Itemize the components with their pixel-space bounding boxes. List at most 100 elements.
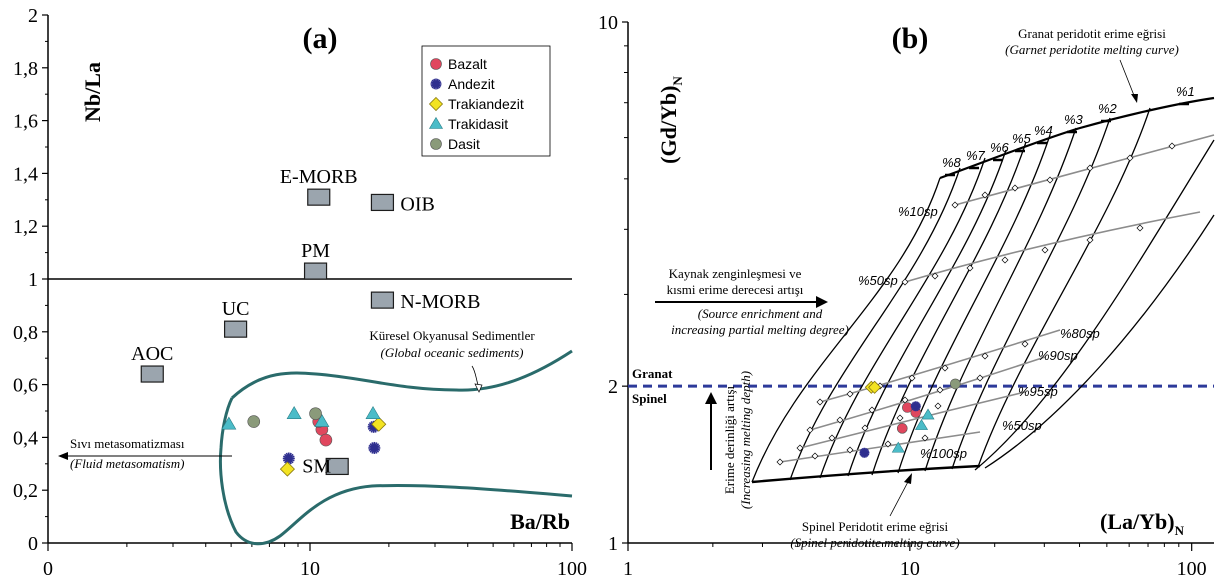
a-ref-label-pm: PM — [301, 240, 330, 262]
a-legend-marker-bazalt — [430, 58, 442, 70]
a-ref-label-oib: OIB — [400, 193, 434, 215]
b-melting-fan-line — [789, 167, 961, 481]
b-mixing-label: %95sp — [1018, 384, 1058, 399]
b-grid-node — [1126, 154, 1134, 162]
b-boundary-lower-label: Spinel — [632, 391, 667, 406]
b-garnet-pct-label: %1 — [1176, 84, 1195, 99]
b-garnet-pct-label: %3 — [1064, 112, 1084, 127]
b-grid-node — [816, 398, 824, 406]
b-garnet-pct-label: %6 — [990, 140, 1010, 155]
a-point-dasit — [309, 407, 322, 420]
b-depth-label-en: (Increasing melting depth) — [738, 371, 753, 509]
a-x-axis-label: Ba/Rb — [510, 509, 570, 534]
b-garnet-pct-label: %5 — [1012, 131, 1032, 146]
b-spinel-pointer — [889, 477, 911, 517]
b-point-andezit-ray — [859, 450, 870, 456]
b-melting-fan-line — [819, 157, 986, 479]
a-point-trakidasit — [221, 416, 237, 430]
b-grid-node — [861, 424, 869, 432]
b-garnet-melting-curve — [939, 96, 1215, 180]
a-legend-marker-dasit-shape — [430, 138, 442, 150]
a-ref-label-sm: SM — [302, 455, 331, 477]
b-grid-node — [981, 352, 989, 360]
b-point-trakiandezit — [868, 380, 882, 394]
b-melting-outer-curve-2 — [974, 139, 1215, 471]
a-point-trakidasit-shape — [314, 413, 330, 427]
b-grid-node — [1136, 224, 1144, 232]
a-legend-marker-trakiandezit-shape — [428, 96, 444, 112]
b-x-axis-label: (La/Yb)N — [1100, 509, 1185, 538]
a-point-trakiandezit — [279, 461, 295, 477]
a-legend-marker-andezit-ray — [430, 81, 442, 87]
b-grid-node — [1041, 246, 1049, 254]
b-garnet-pct-label: %2 — [1098, 101, 1118, 116]
b-point-trakidasit-shape — [914, 419, 929, 430]
b-melting-fan-line — [951, 117, 1111, 470]
b-mixing-label: %10sp — [898, 204, 938, 219]
b-garnet-pct-label: %4 — [1034, 123, 1053, 138]
b-source-label-en-2: increasing partial melting degree) — [671, 322, 849, 337]
b-spinel-melting-curve — [751, 464, 981, 484]
b-melting-fan-line — [751, 177, 941, 483]
a-y-tick-label: 0,6 — [13, 375, 38, 397]
b-point-trakidasit-shape — [891, 441, 905, 453]
b-garnet-pct-label: %7 — [966, 148, 986, 163]
b-grid-node — [884, 440, 892, 448]
a-fluid-label: Sıvı metasomatizması — [70, 436, 185, 451]
b-depth-label: Erime derinliği artışı — [722, 385, 737, 494]
b-grid-node — [936, 386, 944, 394]
b-point-andezit — [910, 401, 921, 412]
b-point-dasit-shape — [950, 378, 961, 390]
b-mixing-label: %50sp — [858, 273, 898, 288]
b-melting-fan-line — [871, 141, 1027, 476]
b-point-andezit-ray — [910, 403, 921, 409]
b-grid-node — [976, 374, 984, 382]
b-grid-node — [934, 402, 942, 410]
a-legend-marker-andezit — [430, 78, 442, 90]
b-spinel-pointer-head — [904, 473, 912, 484]
b-grid-node — [908, 374, 916, 382]
a-ref-marker-pm — [303, 262, 328, 280]
b-grid-node — [1001, 256, 1009, 264]
a-y-tick-label: 2 — [28, 5, 38, 27]
b-garnet-pct-label: %8 — [942, 155, 962, 170]
a-legend-marker-trakidasit-shape — [428, 116, 444, 129]
a-sediment-field-outline — [218, 349, 573, 546]
a-x-tick-label: 100 — [557, 558, 587, 580]
b-grid-node — [1046, 176, 1054, 184]
b-y-tick-label: 10 — [598, 12, 618, 34]
a-ref-marker-oib — [370, 193, 395, 212]
a-ref-marker-e-morb — [307, 188, 331, 206]
b-grid-node — [1168, 142, 1176, 150]
a-point-andezit — [282, 452, 295, 465]
b-mixing-curve — [904, 211, 1201, 283]
a-point-andezit — [368, 441, 381, 454]
b-depth-arrow-head — [705, 392, 717, 404]
a-legend-marker-bazalt-shape — [430, 58, 442, 70]
b-x-tick-label: 10 — [900, 558, 920, 580]
a-legend-marker-dasit — [430, 138, 442, 150]
b-point-andezit — [859, 447, 870, 458]
a-y-tick-label: 0,8 — [13, 322, 38, 344]
b-point-trakidasit — [891, 441, 905, 453]
b-grid-node — [941, 364, 949, 372]
a-point-trakidasit-shape — [221, 416, 237, 430]
b-grid-node — [796, 444, 804, 452]
b-y-axis-label: (Gd/Yb)N — [656, 76, 685, 164]
a-fluid-arrow-head — [58, 452, 68, 460]
a-point-trakidasit — [286, 406, 302, 419]
a-ref-label-n-morb: N-MORB — [400, 291, 480, 313]
b-melting-outer-curve — [984, 214, 1215, 469]
b-melting-fan-line — [847, 149, 1007, 477]
a-y-tick-label: 1,2 — [13, 216, 38, 238]
b-panel-label: (b) — [892, 22, 929, 55]
a-legend-marker-trakidasit — [428, 116, 444, 129]
b-grid-node — [1011, 184, 1019, 192]
a-ref-marker-n-morb — [370, 291, 395, 309]
a-sediment-pointer-head — [474, 383, 483, 393]
b-mixing-curve — [809, 356, 1046, 431]
a-legend-label-trakiandezit: Trakiandezit — [448, 96, 524, 112]
a-ref-marker-uc — [223, 320, 248, 338]
b-garnet-title-en: (Garnet peridotite melting curve) — [1005, 42, 1179, 57]
b-spinel-title: Spinel Peridotit erime eğrisi — [802, 519, 949, 534]
